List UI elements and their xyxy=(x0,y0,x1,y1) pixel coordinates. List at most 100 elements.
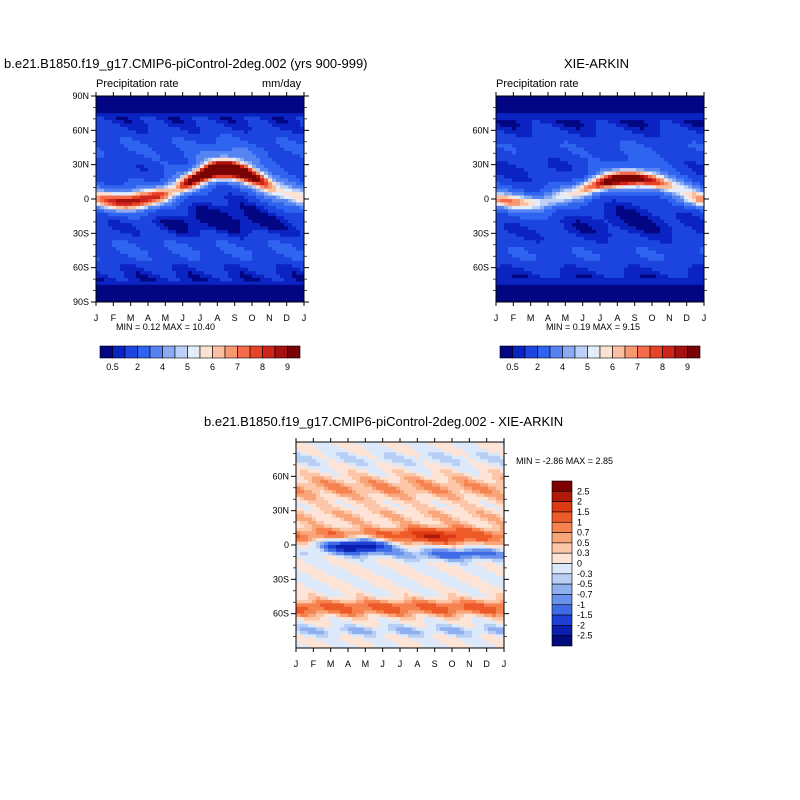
heatmap-cell xyxy=(536,161,541,166)
heatmap-cell xyxy=(112,137,117,141)
heatmap-cell xyxy=(256,205,261,210)
heatmap-cell xyxy=(256,106,261,111)
heatmap-cell xyxy=(276,229,281,234)
heatmap-cell xyxy=(288,113,293,117)
heatmap-cell xyxy=(144,113,149,117)
heatmap-cell xyxy=(628,174,633,179)
heatmap-cell xyxy=(124,260,129,265)
heatmap-cell xyxy=(544,178,549,183)
heatmap-cell xyxy=(144,171,149,176)
heatmap-cell xyxy=(568,188,573,193)
heatmap-cell xyxy=(272,168,277,172)
heatmap-cell xyxy=(664,199,669,203)
heatmap-cell xyxy=(640,102,645,107)
heatmap-cell xyxy=(156,140,161,145)
heatmap-cell xyxy=(300,260,305,265)
heatmap-cell xyxy=(188,171,193,176)
heatmap-cell xyxy=(572,140,577,145)
heatmap-cell xyxy=(148,240,153,244)
heatmap-cell xyxy=(560,147,565,152)
heatmap-cell xyxy=(200,253,205,258)
heatmap-cell xyxy=(692,205,697,210)
heatmap-cell xyxy=(228,216,233,220)
heatmap-cell xyxy=(212,281,217,286)
heatmap-cell xyxy=(520,181,525,186)
colorbar-swatch xyxy=(187,345,201,359)
heatmap-cell xyxy=(212,226,217,231)
heatmap-cell xyxy=(172,178,177,183)
heatmap-cell xyxy=(148,226,153,231)
heatmap-cell xyxy=(300,99,305,104)
heatmap-cell xyxy=(152,106,157,111)
heatmap-cell xyxy=(280,144,285,148)
heatmap-cell xyxy=(224,171,229,176)
heatmap-cell xyxy=(192,243,197,248)
heatmap-cell xyxy=(616,161,621,166)
heatmap-cell xyxy=(168,185,173,190)
heatmap-cell xyxy=(164,106,169,111)
heatmap-cell xyxy=(208,240,213,244)
heatmap-cell xyxy=(296,140,301,145)
heatmap-cell xyxy=(204,185,209,190)
heatmap-cell xyxy=(228,240,233,244)
heatmap-cell xyxy=(148,113,153,117)
heatmap-cell xyxy=(672,188,677,193)
heatmap-cell xyxy=(624,181,629,186)
heatmap-cell xyxy=(276,277,281,282)
heatmap-cell xyxy=(152,164,157,169)
heatmap-cell xyxy=(152,277,157,282)
heatmap-cell xyxy=(132,267,137,272)
heatmap-cell xyxy=(152,150,157,155)
heatmap-cell xyxy=(280,137,285,141)
heatmap-cell xyxy=(248,205,253,210)
heatmap-cell xyxy=(108,147,113,152)
heatmap-cell xyxy=(236,154,241,159)
heatmap-cell xyxy=(240,281,245,286)
heatmap-cell xyxy=(96,274,101,279)
heatmap-cell xyxy=(500,106,505,111)
heatmap-cell xyxy=(636,157,641,162)
heatmap-cell xyxy=(296,226,301,231)
heatmap-cell xyxy=(128,281,133,286)
heatmap-cell xyxy=(152,274,157,279)
heatmap-cell xyxy=(268,171,273,176)
heatmap-cell xyxy=(572,181,577,186)
heatmap-cell xyxy=(540,126,545,131)
heatmap-cell xyxy=(220,212,225,217)
heatmap-cell xyxy=(196,137,201,141)
heatmap-cell xyxy=(224,199,229,203)
heatmap-cell xyxy=(128,195,133,200)
heatmap-cell xyxy=(272,298,277,303)
heatmap-cell xyxy=(568,178,573,183)
heatmap-cell xyxy=(628,168,633,172)
heatmap-cell xyxy=(192,195,197,200)
heatmap-cell xyxy=(100,253,105,258)
heatmap-cell xyxy=(532,181,537,186)
heatmap-cell xyxy=(156,192,161,196)
heatmap-cell xyxy=(588,150,593,155)
heatmap-cell xyxy=(260,168,265,172)
heatmap-cell xyxy=(232,137,237,141)
heatmap-cell xyxy=(272,277,277,282)
heatmap-cell xyxy=(296,157,301,162)
heatmap-cell xyxy=(196,150,201,155)
heatmap-cell xyxy=(108,130,113,135)
heatmap-cell xyxy=(252,226,257,231)
heatmap-cell xyxy=(496,195,501,200)
heatmap-cell xyxy=(572,126,577,131)
heatmap-cell xyxy=(548,202,553,207)
heatmap-cell xyxy=(156,257,161,262)
heatmap-cell xyxy=(216,102,221,107)
y-tick-label: 60S xyxy=(73,263,89,273)
heatmap-cell xyxy=(168,120,173,124)
heatmap-cell xyxy=(216,109,221,114)
heatmap-cell xyxy=(260,212,265,217)
heatmap-cell xyxy=(268,192,273,196)
heatmap-cell xyxy=(104,171,109,176)
heatmap-cell xyxy=(252,271,257,275)
heatmap-cell xyxy=(280,284,285,289)
heatmap-cell xyxy=(524,126,529,131)
heatmap-cell xyxy=(232,212,237,217)
heatmap-cell xyxy=(268,253,273,258)
heatmap-cell xyxy=(204,161,209,166)
